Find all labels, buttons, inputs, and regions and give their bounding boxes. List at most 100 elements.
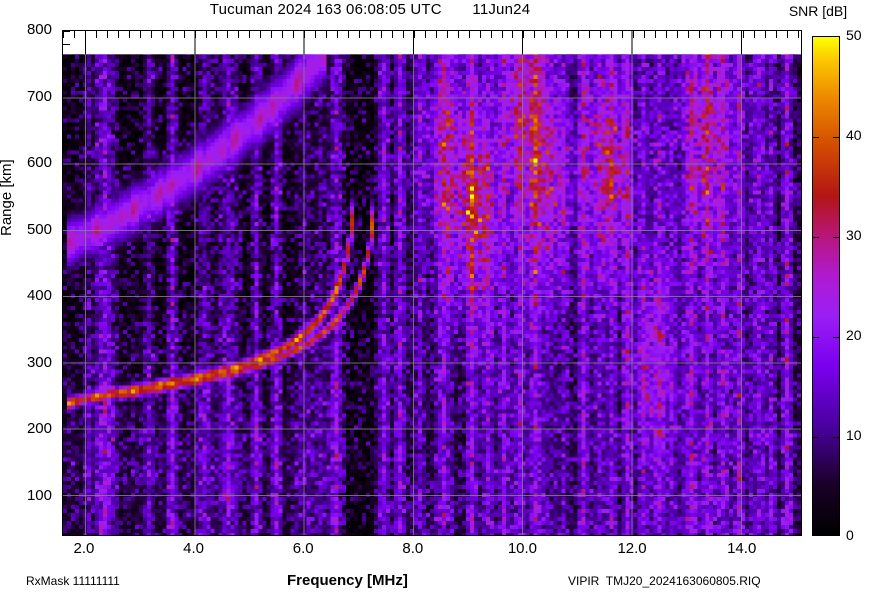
x-axis-tick [282, 31, 283, 38]
ionogram-canvas-wrap [63, 31, 801, 535]
y-axis-tick-label: 300 [26, 353, 52, 371]
colorbar-tick [813, 237, 819, 238]
colorbar-tick-label: 20 [846, 327, 862, 343]
x-axis-tick-label: 10.0 [507, 540, 538, 557]
colorbar-tick [833, 237, 839, 238]
colorbar-tick [833, 337, 839, 338]
x-axis-tick [688, 31, 689, 38]
colorbar-tick-label: 40 [846, 127, 862, 143]
x-axis-tick [502, 31, 503, 38]
x-axis-tick [776, 31, 777, 38]
x-axis-tick [195, 31, 196, 38]
ionogram-heatmap-canvas [63, 31, 801, 535]
y-axis-tick [63, 31, 70, 32]
x-axis-tick [787, 31, 788, 38]
y-axis-tick-label: 700 [26, 87, 52, 105]
x-axis-tick [392, 31, 393, 38]
x-axis-tick [96, 31, 97, 38]
x-axis-tick [545, 31, 546, 38]
x-axis-tick [238, 31, 239, 38]
x-axis-tick [677, 31, 678, 38]
colorbar [812, 36, 840, 536]
x-axis-title: Frequency [MHz] [287, 572, 408, 589]
colorbar-tick [833, 137, 839, 138]
x-axis-tick [436, 31, 437, 38]
y-axis-tick [63, 44, 70, 45]
x-axis-tick [425, 31, 426, 38]
y-axis-tick-label: 100 [26, 487, 52, 505]
x-axis-tick [491, 31, 492, 38]
x-axis-tick [118, 31, 119, 38]
x-axis-tick [644, 31, 645, 38]
x-axis-tick [206, 31, 207, 38]
x-axis-tick [699, 31, 700, 38]
x-axis-tick [458, 31, 459, 38]
x-axis-tick [370, 31, 371, 38]
x-axis-tick [359, 31, 360, 38]
x-axis-tick [556, 31, 557, 38]
y-axis-tick-label: 200 [26, 420, 52, 438]
x-axis-tick [315, 31, 316, 38]
x-axis-tick [173, 31, 174, 38]
x-axis-tick-label: 2.0 [73, 540, 95, 557]
x-axis-tick [271, 31, 272, 38]
x-axis-tick [666, 31, 667, 38]
y-axis-tick-label: 500 [26, 220, 52, 238]
x-axis-tick [184, 31, 185, 38]
x-axis-tick [326, 31, 327, 38]
x-axis-tick-label: 12.0 [617, 540, 647, 557]
x-axis-tick [622, 31, 623, 38]
x-axis-tick [732, 31, 733, 38]
x-axis-tick [655, 31, 656, 38]
ionogram-plot-area[interactable] [62, 30, 802, 536]
x-axis-tick [85, 31, 86, 38]
x-axis-tick [260, 31, 261, 38]
x-axis-tick [754, 31, 755, 38]
colorbar-tick [813, 437, 819, 438]
x-axis-tick-label: 14.0 [727, 540, 757, 557]
y-axis-tick-label: 600 [26, 154, 52, 172]
x-axis-tick [107, 31, 108, 38]
x-axis-tick [129, 31, 130, 38]
y-axis-tick-label: 800 [26, 21, 52, 38]
colorbar-tick-label: 30 [846, 227, 862, 243]
colorbar-tick [833, 437, 839, 438]
colorbar-gradient [813, 37, 839, 535]
x-axis-tick [227, 31, 228, 38]
x-axis-tick [534, 31, 535, 38]
x-axis-tick-label: 8.0 [402, 540, 424, 557]
x-axis-tick [348, 31, 349, 38]
x-axis-tick [710, 31, 711, 38]
colorbar-tick-label: 10 [846, 427, 862, 443]
x-axis-tick [567, 31, 568, 38]
x-axis-tick [523, 31, 524, 38]
x-axis-tick [480, 31, 481, 38]
x-axis-tick [765, 31, 766, 38]
x-axis-tick [512, 31, 513, 38]
x-axis-tick [611, 31, 612, 38]
x-axis-tick [600, 31, 601, 38]
source-file-label: VIPIR TMJ20_2024163060805.RIQ [568, 574, 761, 588]
x-axis-tick [304, 31, 305, 38]
x-axis-tick [249, 31, 250, 38]
x-axis-tick [403, 31, 404, 38]
x-axis-tick [74, 31, 75, 38]
x-axis-tick [721, 31, 722, 38]
x-axis-tick [337, 31, 338, 38]
x-axis-tick-label: 4.0 [183, 540, 204, 557]
colorbar-tick-label: 50 [846, 27, 862, 43]
x-axis-tick [381, 31, 382, 38]
x-axis-tick [151, 31, 152, 38]
x-axis-tick-label: 6.0 [292, 540, 314, 557]
x-axis-tick [798, 31, 799, 38]
colorbar-tick [813, 337, 819, 338]
x-axis-tick [63, 31, 64, 38]
figure-title: Tucuman 2024 163 06:08:05 UTC 11Jun24 [209, 1, 531, 18]
x-axis-tick [293, 31, 294, 38]
colorbar-tick-label: 0 [846, 527, 854, 543]
x-axis-tick [578, 31, 579, 38]
rxmask-label: RxMask 11111111 [26, 574, 120, 588]
x-axis-tick [216, 31, 217, 38]
x-axis-tick [162, 31, 163, 38]
